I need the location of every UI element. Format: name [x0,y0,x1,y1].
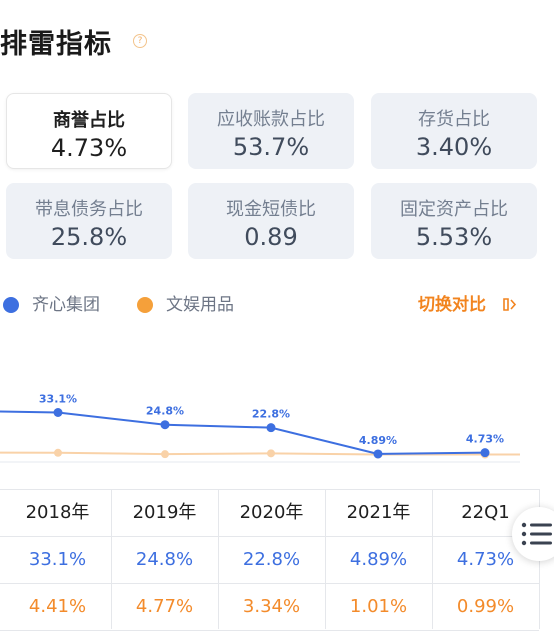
table-header-cell: 2021年 [346,502,411,523]
metric-value: 4.73% [50,134,128,162]
series-a-point [266,423,276,433]
metric-card-interest-debt[interactable]: 带息债务占比 25.8% [6,183,172,259]
series-a-point [480,448,490,458]
floating-menu-button[interactable] [512,507,554,561]
table-divider [218,489,219,629]
metric-value: 53.7% [232,133,310,161]
metric-card-fixed-assets[interactable]: 固定资产占比 5.53% [371,183,537,259]
table-divider [432,489,433,629]
metric-label: 带息债务占比 [35,199,143,220]
table-header-row: 2018年 2019年 2020年 2021年 22Q1 [0,490,539,537]
metric-value: 5.53% [415,223,493,251]
table-divider [111,489,112,629]
table-cell: 4.73% [456,549,515,570]
metric-value: 0.89 [244,223,298,251]
table-cell: 0.99% [456,596,515,617]
metric-label: 应收账款占比 [217,109,325,130]
data-label: 4.73% [466,433,504,446]
data-table: 2018年 2019年 2020年 2021年 22Q1 33.1% 24.8%… [0,489,539,631]
table-divider [325,489,326,629]
series-a-point [373,449,383,459]
series-line-a [0,410,486,455]
table-row-series-b: 4.41% 4.77% 3.34% 1.01% 0.99% [0,584,539,631]
table-cell: 4.89% [349,549,408,570]
data-label: 33.1% [39,392,77,405]
table-header-cell: 2019年 [132,502,197,523]
switch-arrows-icon[interactable] [502,297,517,312]
metric-label: 固定资产占比 [400,199,508,220]
table-header-cell: 2018年 [25,502,90,523]
metric-card-goodwill[interactable]: 商誉占比 4.73% [6,93,172,169]
table-cell: 3.34% [242,596,301,617]
legend-label-series-b: 文娱用品 [166,295,234,315]
table-cell: 33.1% [28,549,87,570]
series-b-point [161,450,169,459]
list-menu-icon [521,522,552,546]
metric-card-inventory[interactable]: 存货占比 3.40% [371,93,537,169]
table-cell: 22.8% [242,549,301,570]
series-a-point [53,407,63,417]
metric-card-cash-short-debt[interactable]: 现金短债比 0.89 [188,183,354,259]
table-cell: 4.41% [28,596,87,617]
metric-label: 现金短债比 [226,199,316,220]
data-label: 24.8% [146,405,184,418]
table-row-series-a: 33.1% 24.8% 22.8% 4.89% 4.73% [0,537,539,584]
data-label: 4.89% [359,434,397,447]
metric-value: 3.40% [415,133,493,161]
section-title: 排雷指标 [0,29,112,60]
metric-label: 商誉占比 [53,110,125,131]
metric-card-receivables[interactable]: 应收账款占比 53.7% [188,93,354,169]
series-b-point [267,449,275,458]
table-header-cell: 22Q1 [461,502,510,523]
table-cell: 1.01% [349,596,408,617]
metric-value: 25.8% [50,223,128,251]
legend-dot-series-b [137,297,153,313]
legend-dot-series-a [3,297,19,313]
legend-label-series-a: 齐心集团 [32,295,100,315]
series-b-point [54,448,62,457]
line-chart: 33.1% 24.8% 22.8% 4.89% 4.73% [0,392,520,463]
metric-label: 存货占比 [418,109,490,130]
table-cell: 4.77% [135,596,194,617]
table-cell: 24.8% [135,549,194,570]
data-label: 22.8% [252,408,290,421]
switch-compare-button[interactable]: 切换对比 [418,295,486,315]
question-circle-icon[interactable]: ? [133,34,147,48]
series-a-point [160,420,170,430]
table-header-cell: 2020年 [239,502,304,523]
